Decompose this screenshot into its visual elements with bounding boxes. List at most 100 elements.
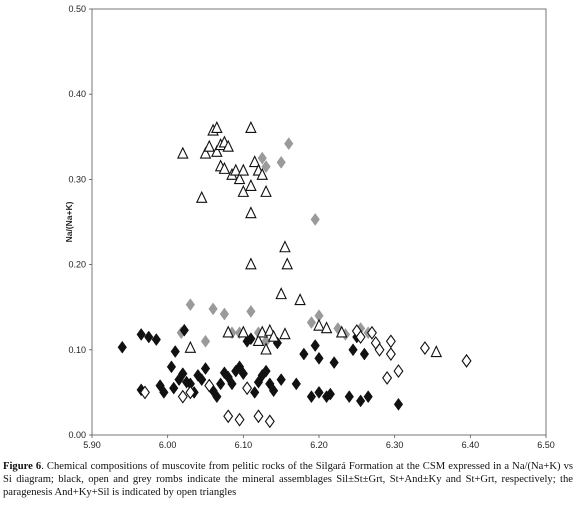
point-black-diamond <box>359 347 370 361</box>
point-black-diamond <box>216 377 226 391</box>
y-tick-label: 0.40 <box>68 89 86 99</box>
point-open-triangle <box>245 206 257 219</box>
point-open-triangle <box>195 190 208 203</box>
point-open-diamond <box>382 370 393 385</box>
point-open-diamond <box>419 341 430 356</box>
point-black-diamond <box>250 385 260 399</box>
point-open-triangle <box>260 342 272 355</box>
point-black-diamond <box>314 351 324 365</box>
point-open-triangle <box>281 257 294 270</box>
point-open-triangle <box>184 340 197 353</box>
point-open-triangle <box>313 318 325 331</box>
point-open-diamond <box>385 347 396 362</box>
caption-text: . Chemical compositions of muscovite fro… <box>3 461 573 499</box>
point-open-diamond <box>223 409 234 424</box>
point-open-diamond <box>139 385 150 400</box>
point-black-diamond <box>151 333 161 347</box>
point-open-triangle <box>199 146 212 159</box>
point-open-triangle <box>279 327 291 340</box>
point-open-diamond <box>393 364 404 379</box>
point-black-diamond <box>314 385 324 399</box>
point-open-triangle <box>260 184 272 197</box>
point-open-diamond <box>177 389 188 404</box>
point-open-triangle <box>248 155 261 168</box>
point-black-diamond <box>348 343 358 357</box>
point-open-triangle <box>335 325 348 338</box>
point-open-triangle <box>218 161 231 174</box>
point-grey-diamond <box>200 334 211 348</box>
point-grey-diamond <box>276 155 286 169</box>
y-tick-label: 0.50 <box>68 4 86 14</box>
point-open-diamond <box>366 325 377 340</box>
point-open-triangle <box>294 293 306 306</box>
point-open-triangle <box>222 325 234 338</box>
point-open-triangle <box>267 329 280 342</box>
point-black-diamond <box>136 328 146 341</box>
point-open-diamond <box>234 412 245 427</box>
point-open-diamond <box>204 378 215 393</box>
point-black-diamond <box>299 347 309 361</box>
point-black-diamond <box>291 377 301 391</box>
point-open-triangle <box>245 257 257 270</box>
point-black-diamond <box>325 387 335 401</box>
point-open-diamond <box>355 330 366 344</box>
point-open-triangle <box>233 172 246 185</box>
point-open-triangle <box>256 167 269 180</box>
point-grey-diamond <box>261 160 271 174</box>
x-tick-label: 6.40 <box>462 440 480 450</box>
y-tick-label: 0.10 <box>68 345 86 355</box>
point-black-diamond <box>212 390 222 404</box>
y-tick-label: 0.20 <box>68 260 86 270</box>
y-tick-label: 0.30 <box>68 174 86 184</box>
figure-caption: Figure 6. Chemical compositions of musco… <box>3 460 573 500</box>
point-open-triangle <box>177 146 189 159</box>
point-black-diamond <box>197 373 207 387</box>
axis-ticks: 5.90 6.00 6.10 6.20 6.30 6.40 6.50 0.00 0.10 0.20… <box>68 4 554 450</box>
point-open-triangle <box>237 325 250 338</box>
y-axis-title: Na/(Na+K) <box>64 201 74 242</box>
point-open-triangle <box>279 240 291 253</box>
figure-label: Figure 6 <box>3 461 42 472</box>
point-open-triangle <box>211 144 223 157</box>
point-open-triangle <box>211 121 223 134</box>
plot-area <box>91 8 547 436</box>
x-tick-label: 6.10 <box>235 440 253 450</box>
point-black-diamond <box>268 384 279 398</box>
point-black-diamond <box>178 367 188 381</box>
point-grey-diamond <box>185 298 195 312</box>
y-tick-label: 0.00 <box>68 430 86 440</box>
point-open-diamond <box>461 353 472 368</box>
x-tick-label: 6.30 <box>386 440 404 450</box>
point-grey-diamond <box>208 302 218 316</box>
point-open-triangle <box>245 178 257 191</box>
scatter-chart: 5.90 6.00 6.10 6.20 6.30 6.40 6.50 0.00 0.10 0.20… <box>64 4 555 450</box>
point-open-triangle <box>237 163 250 176</box>
point-open-triangle <box>320 321 333 334</box>
point-open-diamond <box>264 414 275 429</box>
point-black-diamond <box>200 362 211 375</box>
data-points <box>117 121 472 429</box>
point-black-diamond <box>117 340 127 354</box>
point-black-diamond <box>344 390 354 404</box>
point-open-triangle <box>229 163 242 176</box>
point-grey-diamond <box>310 213 320 226</box>
point-black-diamond <box>227 377 237 391</box>
point-black-diamond <box>179 323 189 337</box>
point-grey-diamond <box>246 305 256 318</box>
point-black-diamond <box>363 390 373 404</box>
x-tick-label: 6.20 <box>310 440 328 450</box>
point-black-diamond <box>355 394 366 408</box>
point-open-triangle <box>237 184 250 197</box>
point-black-diamond <box>261 364 271 378</box>
point-black-diamond <box>238 367 248 381</box>
point-black-diamond <box>393 397 404 411</box>
point-open-diamond <box>253 409 264 424</box>
point-black-diamond <box>166 360 177 374</box>
point-grey-diamond <box>257 151 267 165</box>
point-black-diamond <box>169 381 179 395</box>
point-open-triangle <box>245 121 257 134</box>
point-open-triangle <box>203 139 216 152</box>
point-open-triangle <box>275 287 287 300</box>
point-open-diamond <box>185 385 196 400</box>
